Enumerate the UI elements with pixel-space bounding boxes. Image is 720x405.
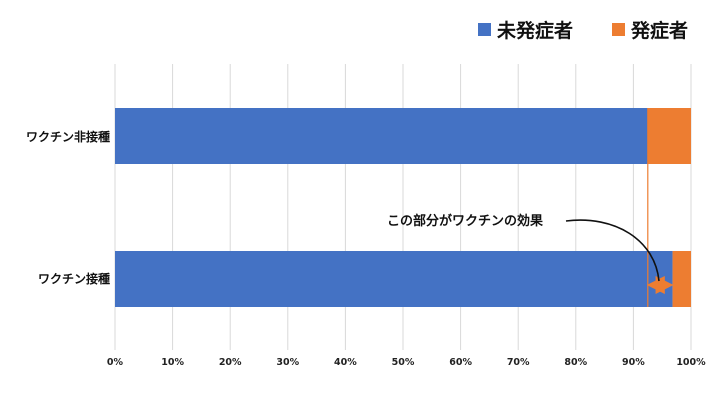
x-tick-label: 50% xyxy=(391,357,415,368)
x-tick-label: 20% xyxy=(218,357,242,368)
annotation-graphics xyxy=(565,108,674,307)
x-tick-label: 10% xyxy=(161,357,184,368)
x-tick-label: 90% xyxy=(622,357,645,368)
legend-label-affected: 発症者 xyxy=(631,19,689,42)
bars xyxy=(115,108,691,307)
x-tick-label: 80% xyxy=(564,357,588,368)
x-tick-label: 0% xyxy=(106,357,124,368)
x-tick-label: 40% xyxy=(334,357,357,368)
x-tick-label: 100% xyxy=(676,357,706,368)
legend-item-unaffected: 未発症者 xyxy=(478,14,573,44)
legend-swatch-unaffected xyxy=(478,22,491,36)
bar-segment-unaffected-unvaccinated xyxy=(115,108,648,164)
gridlines xyxy=(114,64,692,350)
category-label-unvaccinated: ワクチン非接種 xyxy=(25,130,110,144)
bar-segment-affected-unvaccinated xyxy=(647,108,691,164)
bar-segment-affected-vaccinated xyxy=(672,251,691,307)
annotation-label: この部分がワクチンの効果 xyxy=(387,214,544,229)
x-tick-label: 60% xyxy=(449,357,472,368)
category-label-vaccinated: ワクチン接種 xyxy=(37,272,110,286)
x-tick-label: 30% xyxy=(276,357,300,368)
legend-label-unaffected: 未発症者 xyxy=(497,19,574,42)
annotation-pointer xyxy=(565,219,660,282)
x-tick-label: 70% xyxy=(506,357,530,368)
legend-item-affected: 発症者 xyxy=(612,14,688,44)
legend-swatch-affected xyxy=(612,22,625,36)
bar-segment-unaffected-vaccinated xyxy=(115,251,673,307)
